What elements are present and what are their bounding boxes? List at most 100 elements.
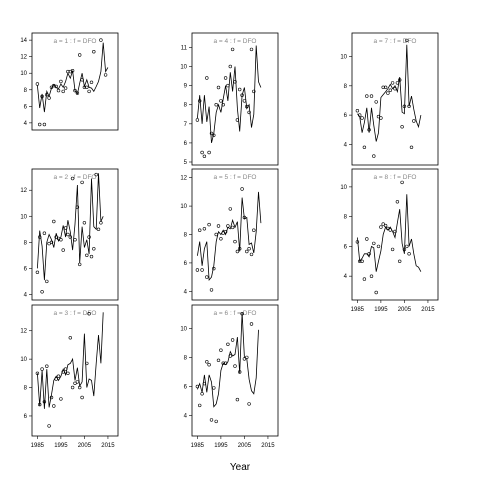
panel-label: a = 2 : f = DFO [54, 174, 97, 181]
y-tick-label: 7 [184, 122, 188, 128]
data-point [405, 244, 409, 249]
data-point [249, 47, 254, 52]
y-tick-label: 5 [184, 160, 188, 166]
data-point [240, 93, 244, 97]
data-point [214, 419, 218, 424]
y-tick-label: 8 [184, 355, 188, 361]
data-point [212, 133, 216, 138]
panel-1: a = 1 : f = DFO 4 6 8 10 12 14 [20, 32, 119, 131]
y-tick-label: 6 [24, 414, 28, 420]
data-point [45, 279, 49, 284]
data-point [379, 116, 383, 120]
panel-frame [351, 168, 439, 301]
y-tick-label: 4 [344, 274, 348, 280]
data-point [198, 403, 202, 408]
x-tick-label: 1995 [54, 443, 68, 449]
data-point [77, 385, 82, 390]
data-point [381, 85, 385, 90]
data-point [412, 119, 416, 123]
data-point [242, 99, 247, 103]
data-point [219, 237, 223, 241]
y-tick-label: 10 [20, 214, 27, 220]
data-point [238, 87, 242, 92]
data-point [96, 227, 101, 232]
data-point [223, 361, 228, 365]
data-point [195, 384, 200, 389]
panel-label: a = 7 : f = DFO [374, 38, 417, 45]
series-line [37, 312, 104, 409]
data-point [362, 145, 367, 150]
y-tick-label: 8 [184, 233, 188, 239]
data-point [42, 231, 47, 235]
y-tick-label: 6 [184, 261, 188, 267]
data-point [195, 118, 200, 122]
data-point [216, 85, 221, 90]
data-point [77, 262, 82, 267]
data-point [245, 104, 249, 109]
data-point [45, 364, 49, 368]
data-point [233, 80, 237, 84]
data-point [75, 380, 80, 384]
data-point [362, 277, 367, 281]
data-point [393, 229, 397, 234]
data-point [47, 96, 51, 100]
data-point [77, 53, 82, 57]
x-tick-label: 2015 [421, 307, 435, 313]
data-point [216, 358, 221, 362]
panel-label: a = 8 : f = DFO [374, 174, 417, 181]
panel-frame [191, 304, 279, 437]
y-tick-label: 6 [24, 266, 28, 272]
data-point [249, 322, 254, 326]
panel-label: a = 6 : f = DFO [214, 310, 257, 317]
y-tick-label: 10 [20, 357, 27, 363]
data-point [365, 237, 369, 241]
data-point [73, 88, 77, 93]
data-point [68, 336, 73, 340]
data-point [247, 110, 251, 115]
data-point [221, 102, 225, 107]
series-line [37, 42, 109, 113]
data-point [35, 270, 40, 274]
y-tick-label: 4 [184, 289, 188, 295]
data-point [200, 150, 204, 155]
y-tick-label: 14 [20, 38, 27, 44]
panel-frame [31, 168, 119, 301]
data-point [207, 363, 211, 367]
y-tick-label: 4 [24, 292, 28, 298]
data-point [42, 400, 47, 404]
data-point [80, 78, 84, 82]
x-tick-label: 1995 [374, 307, 388, 313]
data-point [85, 253, 89, 258]
data-point [63, 226, 68, 230]
data-point [405, 38, 409, 43]
y-tick-label: 10 [20, 71, 27, 77]
data-point [365, 94, 369, 98]
panel-label: a = 5 : f = DFO [214, 174, 257, 181]
data-point [358, 259, 362, 263]
y-tick-label: 4 [344, 142, 348, 148]
data-point [367, 252, 371, 256]
data-point [59, 238, 63, 242]
data-point [75, 91, 80, 95]
data-point [381, 222, 385, 226]
data-point [219, 348, 223, 352]
data-point [80, 180, 84, 185]
data-point [80, 395, 84, 400]
data-point [374, 290, 378, 295]
data-point [73, 381, 77, 385]
data-point [390, 81, 395, 85]
data-point [223, 230, 228, 234]
data-point [409, 145, 414, 150]
panel-frame [191, 168, 279, 301]
data-point [235, 249, 240, 254]
data-point [230, 225, 235, 230]
panel-5: a = 5 : f = DFO 4 6 8 10 12 [180, 168, 279, 301]
x-tick-label: 2005 [238, 443, 252, 449]
data-point [200, 392, 204, 396]
x-tick-label: 2005 [78, 443, 92, 449]
data-point [214, 232, 218, 237]
data-point [47, 424, 51, 428]
data-point [223, 76, 228, 80]
x-axis-label: Year [230, 462, 251, 473]
